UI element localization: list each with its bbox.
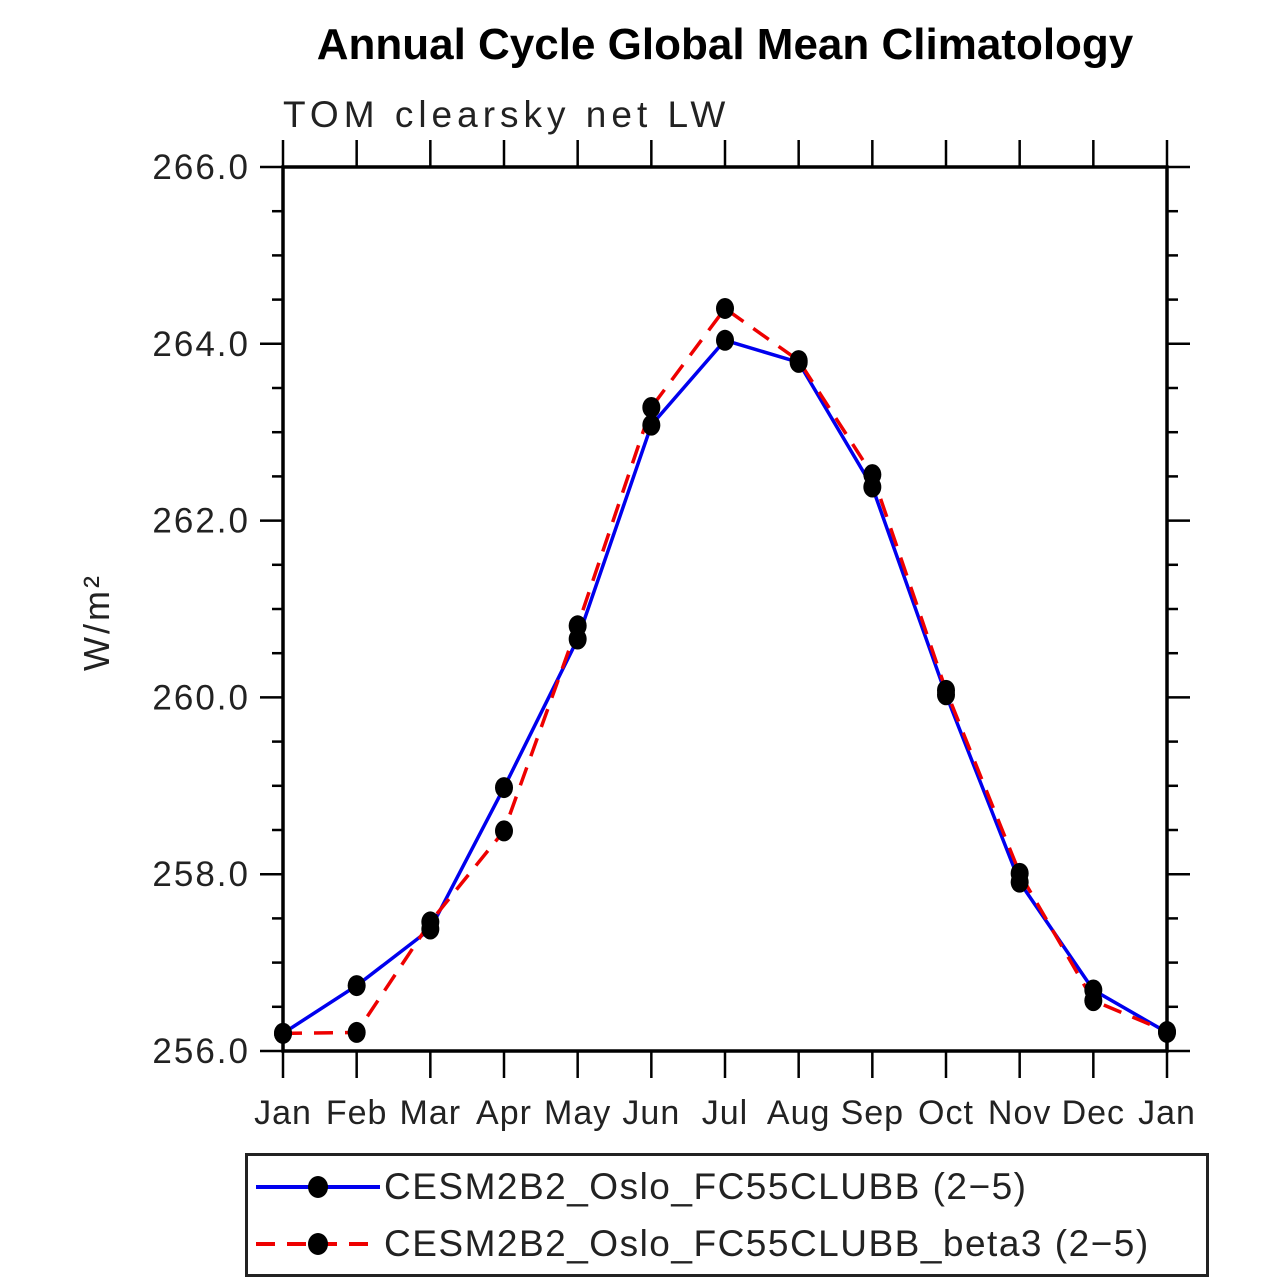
chart-title: Annual Cycle Global Mean Climatology xyxy=(316,20,1134,69)
data-point-series-1 xyxy=(495,820,513,842)
data-point-series-1 xyxy=(568,615,587,637)
x-tick-label: Mar xyxy=(400,1094,462,1132)
x-tick-label: Aug xyxy=(767,1094,831,1132)
data-point-series-0 xyxy=(716,329,734,351)
legend-label: CESM2B2_Oslo_FC55CLUBB (2−5) xyxy=(384,1165,1028,1207)
data-point-series-1 xyxy=(789,350,808,372)
legend-label: CESM2B2_Oslo_FC55CLUBB_beta3 (2−5) xyxy=(384,1222,1150,1264)
chart-subtitle: TOM clearsky net LW xyxy=(283,94,731,135)
series-line-1 xyxy=(282,306,1168,1036)
series-line-0 xyxy=(282,338,1168,1035)
data-point-series-0 xyxy=(347,975,366,997)
data-point-series-1 xyxy=(1084,990,1103,1012)
x-tick-label: May xyxy=(544,1094,611,1132)
data-point-series-0 xyxy=(642,414,661,436)
legend-line-solid-icon xyxy=(256,1175,380,1198)
x-tick-label: Sep xyxy=(841,1094,905,1132)
data-point-series-1 xyxy=(716,297,734,319)
x-tick-label: Feb xyxy=(326,1094,388,1132)
data-point-series-1 xyxy=(274,1022,292,1044)
x-tick-label: Jan xyxy=(254,1094,312,1132)
y-tick-label: 256.0 xyxy=(152,1032,250,1071)
y-tick-label: 260.0 xyxy=(152,678,250,717)
data-point-series-0 xyxy=(495,777,513,799)
legend-line-dashed-icon xyxy=(256,1232,380,1255)
y-tick-label: 262.0 xyxy=(152,502,250,541)
x-tick-label: Jun xyxy=(622,1094,680,1132)
data-point-series-1 xyxy=(863,464,882,486)
data-point-series-1 xyxy=(1158,1021,1176,1043)
x-tick-label: Jan xyxy=(1138,1094,1196,1132)
x-tick-label: Nov xyxy=(988,1094,1051,1132)
x-tick-label: Apr xyxy=(476,1094,532,1132)
y-tick-label: 266.0 xyxy=(152,148,250,187)
x-tick-label: Dec xyxy=(1062,1094,1125,1132)
y-tick-label: 264.0 xyxy=(152,325,250,364)
x-tick-label: Oct xyxy=(918,1094,974,1132)
data-point-series-1 xyxy=(347,1021,366,1043)
data-point-series-1 xyxy=(642,396,661,418)
data-point-series-1 xyxy=(1010,862,1029,884)
y-tick-label: 258.0 xyxy=(152,855,250,894)
legend-item: CESM2B2_Oslo_FC55CLUBB (2−5) xyxy=(254,1161,1206,1213)
data-point-series-1 xyxy=(421,911,440,933)
legend-item: CESM2B2_Oslo_FC55CLUBB_beta3 (2−5) xyxy=(254,1218,1206,1270)
x-tick-label: Jul xyxy=(702,1094,748,1132)
legend-box: CESM2B2_Oslo_FC55CLUBB (2−5) CESM2B2_Osl… xyxy=(245,1153,1209,1277)
data-point-series-1 xyxy=(937,679,955,701)
